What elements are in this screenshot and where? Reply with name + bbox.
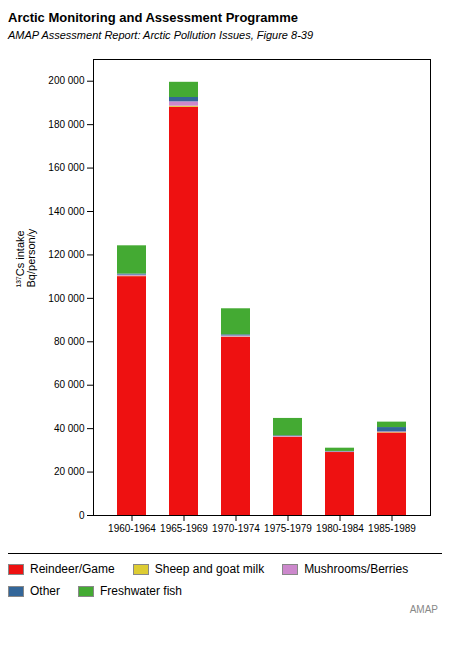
svg-text:0: 0 <box>79 510 85 521</box>
svg-text:¹³⁷Cs intakeBq/person/y: ¹³⁷Cs intakeBq/person/y <box>14 228 37 287</box>
html-text:Arctic Monitoring and Assessme: Arctic Monitoring and Assessment Program… <box>8 10 298 25</box>
svg-text:80 000: 80 000 <box>54 336 85 347</box>
html-text:Reindeer/Game: Reindeer/Game <box>30 562 115 576</box>
svg-text:1980-1984: 1980-1984 <box>316 523 364 534</box>
svg-text:200 000: 200 000 <box>48 75 85 86</box>
html-text:Sheep and goat milk: Sheep and goat milk <box>154 562 265 576</box>
svg-text:1985-1989: 1985-1989 <box>368 523 416 534</box>
html-text:Freshwater fish: Freshwater fish <box>100 584 182 598</box>
svg-text:1975-1979: 1975-1979 <box>264 523 312 534</box>
svg-text:120 000: 120 000 <box>48 249 85 260</box>
html-text:Other: Other <box>30 584 60 598</box>
svg-text:60 000: 60 000 <box>54 379 85 390</box>
svg-text:1965-1969: 1965-1969 <box>160 523 208 534</box>
svg-text:1960-1964: 1960-1964 <box>108 523 156 534</box>
svg-text:180 000: 180 000 <box>48 119 85 130</box>
html-text:AMAP Assessment Report: Arctic: AMAP Assessment Report: Arctic Pollution… <box>8 29 314 41</box>
html-text:AMAP: AMAP <box>409 604 438 615</box>
svg-text:20 000: 20 000 <box>54 466 85 477</box>
svg-text:160 000: 160 000 <box>48 162 85 173</box>
svg-text:40 000: 40 000 <box>54 423 85 434</box>
svg-text:1970-1974: 1970-1974 <box>212 523 260 534</box>
html-text:Mushrooms/Berries: Mushrooms/Berries <box>304 562 409 576</box>
svg-text:100 000: 100 000 <box>48 293 85 304</box>
svg-text:140 000: 140 000 <box>48 206 85 217</box>
